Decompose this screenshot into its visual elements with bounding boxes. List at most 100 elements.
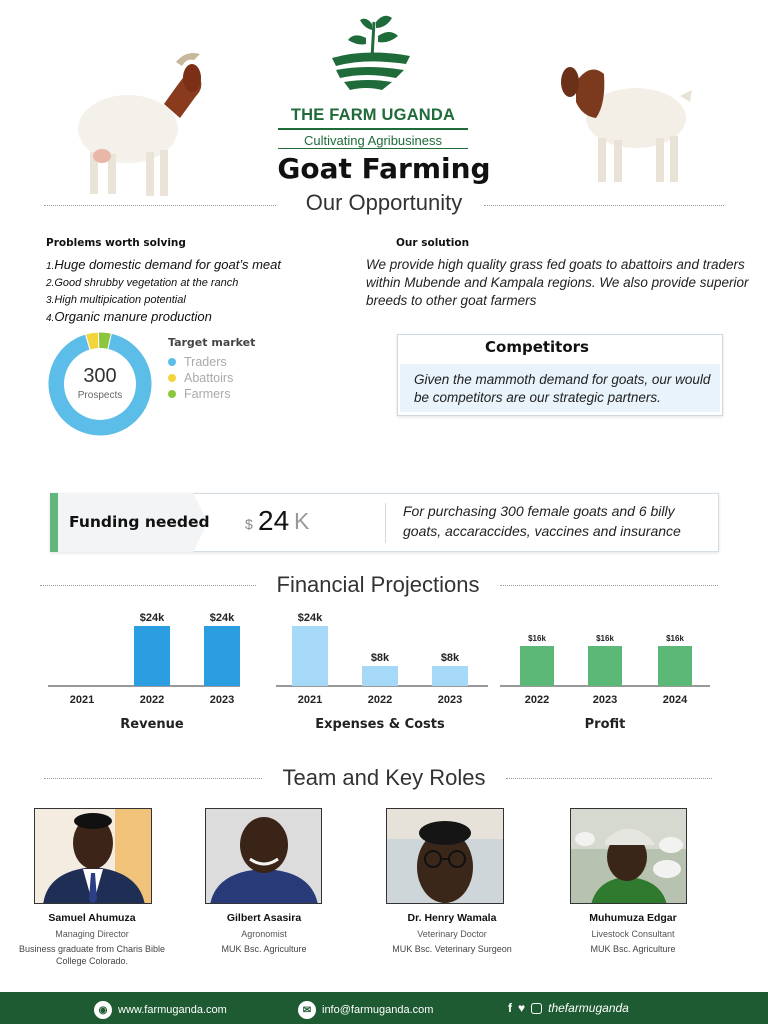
competitors-title: Competitors [485,338,589,356]
brand-divider [278,128,468,130]
avatar [387,809,503,903]
funding-unit: K [294,508,310,534]
bar-revenue-2023 [204,626,240,686]
mail-icon: ✉ [298,1001,316,1019]
x-tick-label: 2022 [140,694,164,706]
bar-data-label: $24k [210,612,235,624]
problems-list: 1.Huge domestic demand for goat’s meat 2… [46,257,346,327]
legend-item-farmers: Farmers [168,387,231,401]
page-title: Goat Farming [277,152,491,185]
divider [500,585,718,586]
funding-description: For purchasing 300 female goats and 6 bi… [403,503,681,539]
target-market-donut: 300 Prospects [48,332,152,436]
x-tick-label: 2021 [70,694,94,706]
instagram-icon[interactable] [531,1002,543,1014]
competitors-text: Given the mammoth demand for goats, our … [414,372,711,405]
bar-profit-2024 [658,646,692,686]
member-photo [34,808,152,904]
problems-heading: Problems worth solving [46,237,186,249]
goat-image-right [561,67,692,182]
brand-tagline: Cultivating Agribusiness [303,133,443,148]
globe-icon: ◉ [94,1001,112,1019]
footer-website-text: www.farmuganda.com [118,1004,227,1016]
goat-image-left [78,53,202,196]
bar-data-label: $16k [666,634,684,643]
solution-text: We provide high quality grass fed goats … [366,257,749,308]
bar-revenue-2022 [134,626,170,686]
footer-social-handle: thefarmuganda [548,1001,629,1015]
bar-data-label: $8k [441,652,460,664]
funding-accent-bar [50,493,58,552]
brand-name: THE FARM UGANDA [290,106,456,124]
target-market-title: Target market [168,336,256,349]
donut-center-label: Prospects [78,390,122,401]
member-education: MUK Bsc. Veterinary Surgeon [392,944,512,954]
bar-expenses-costs-2022 [362,666,398,686]
avatar [210,817,318,903]
member-name: Samuel Ahumuza [48,912,136,924]
footer [0,992,768,1024]
member-role: Livestock Consultant [591,929,675,939]
financials-title: Financial Projections [276,572,480,597]
bar-data-label: $16k [528,634,546,643]
list-item: 1.Huge domestic demand for goat’s meat [46,257,282,272]
legend-dot [168,374,176,382]
divider [44,205,276,206]
member-education: MUK Bsc. Agriculture [590,944,676,954]
twitter-icon[interactable]: ♥ [518,1001,526,1015]
list-item: 3.High multipication potential [46,294,186,306]
facebook-icon[interactable]: f [508,1001,512,1015]
bar-data-label: $24k [298,612,323,624]
x-tick-label: 2023 [210,694,234,706]
bar-profit-2023 [588,646,622,686]
bar-data-label: $24k [140,612,165,624]
avatar [43,809,151,903]
chart-title: Expenses & Costs [315,717,445,732]
funding-currency: $ [245,516,253,532]
brand-divider-bottom [278,148,468,149]
legend-dot [168,390,176,398]
member-photo [386,808,504,904]
list-item: 2.Good shrubby vegetation at the ranch [46,277,239,289]
competitors-body [400,364,720,412]
member-name: Dr. Henry Wamala [407,912,497,924]
legend-item-abattoirs: Abattoirs [168,371,233,385]
bar-data-label: $8k [371,652,390,664]
member-role: Managing Director [55,929,129,939]
x-tick-label: 2023 [593,694,617,706]
member-education: Business graduate from Charis Bible Coll… [18,944,166,966]
list-item: 4.Organic manure production [46,309,212,324]
bar-expenses-costs-2023 [432,666,468,686]
chart-title: Revenue [120,717,184,732]
funding-amount: 24 [258,505,290,536]
bar-data-label: $16k [596,634,614,643]
member-education: MUK Bsc. Agriculture [221,944,307,954]
bar-profit-2022 [520,646,554,686]
funding-separator [385,503,386,543]
member-role: Agronomist [241,929,287,939]
member-photo [205,808,322,904]
bar-expenses-costs-2021 [292,626,328,686]
financial-charts: 2021 $24k 2022 $24k 2023 Revenue $24k 2021 $8k 20… [48,612,710,732]
x-tick-label: 2022 [525,694,549,706]
x-tick-label: 2022 [368,694,392,706]
x-tick-label: 2023 [438,694,462,706]
footer-email-link[interactable]: ✉ info@farmuganda.com [298,1001,433,1019]
donut-center-value: 300 [83,365,116,387]
legend-dot [168,358,176,366]
team-title: Team and Key Roles [282,765,486,790]
divider [484,205,724,206]
x-tick-label: 2024 [663,694,688,706]
footer-website-link[interactable]: ◉ www.farmuganda.com [94,1001,227,1019]
funding-label-background [58,493,208,552]
footer-social[interactable]: f ♥ thefarmuganda [508,1001,629,1015]
divider [44,778,262,779]
divider [506,778,712,779]
x-tick-label: 2021 [298,694,322,706]
member-role: Veterinary Doctor [417,929,487,939]
avatar [571,809,686,903]
member-name: Muhumuza Edgar [589,912,677,924]
member-photo [570,808,687,904]
footer-email-text: info@farmuganda.com [322,1004,434,1016]
solution-heading: Our solution [396,237,470,249]
